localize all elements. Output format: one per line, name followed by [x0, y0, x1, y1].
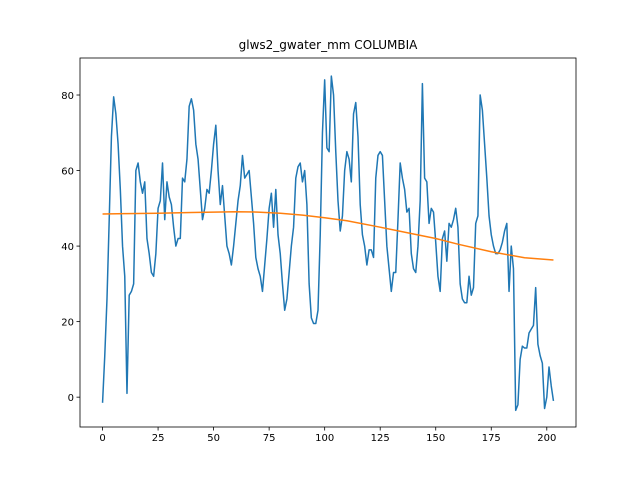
y-tick-label: 20 — [61, 318, 74, 329]
line-series — [101, 75, 555, 412]
x-tick-label: 125 — [371, 433, 390, 444]
x-tick-label: 50 — [207, 433, 220, 444]
x-tick-label: 175 — [482, 433, 501, 444]
x-tick-label: 75 — [263, 433, 276, 444]
x-tick-label: 0 — [99, 433, 105, 444]
x-tick-label: 100 — [315, 433, 334, 444]
line-series — [102, 210, 554, 261]
chart-title: glws2_gwater_mm COLUMBIA — [239, 38, 418, 52]
y-tick-label: 40 — [61, 242, 74, 253]
y-tick-label: 0 — [68, 393, 74, 404]
x-tick-label: 150 — [426, 433, 445, 444]
x-tick-label: 200 — [537, 433, 556, 444]
x-tick-label: 25 — [152, 433, 165, 444]
plot-frame — [79, 57, 577, 428]
y-tick-label: 60 — [61, 167, 74, 178]
y-tick-label: 80 — [61, 91, 74, 102]
